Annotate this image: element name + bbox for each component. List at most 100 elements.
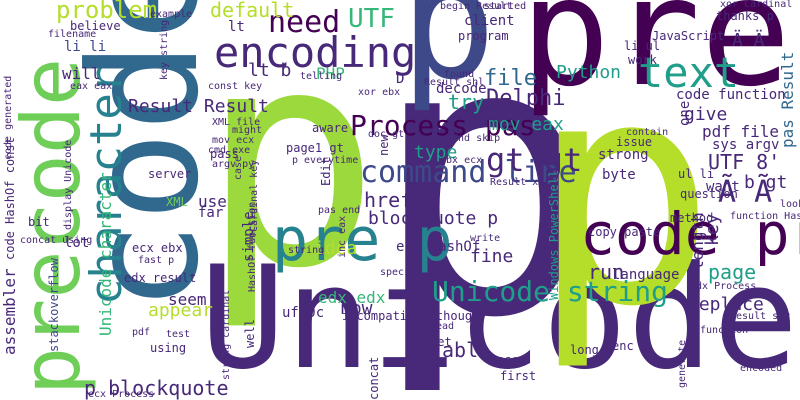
word-strong: strong xyxy=(598,147,649,163)
word-found: found xyxy=(444,69,475,80)
word-end-hashof: end HashOf xyxy=(396,239,481,255)
word-page: page xyxy=(708,260,757,284)
word-need: need xyxy=(268,5,341,40)
word-bit: bit xyxy=(28,215,50,229)
word-xml-file: XML file xyxy=(212,117,261,128)
word-file: file xyxy=(484,66,537,91)
word-code-generated: code generated xyxy=(3,75,14,160)
word-b-gt: b gt xyxy=(744,172,788,193)
word-unicode: Unicode xyxy=(200,236,799,400)
word-byte: byte xyxy=(602,167,636,183)
word-try: try xyxy=(448,90,485,114)
word-lot: lot xyxy=(64,235,90,251)
word-pre-p: pre p xyxy=(272,205,453,275)
word-client: client xyxy=(464,13,515,29)
word-case: case xyxy=(233,155,244,180)
word-python: Python xyxy=(556,62,622,83)
word-string: string xyxy=(288,245,325,256)
word-copy-paste: copy paste xyxy=(588,225,661,239)
word-question: question xyxy=(680,187,738,201)
word-want: want xyxy=(706,179,740,195)
word-method: method xyxy=(670,211,714,225)
word-read: read xyxy=(430,321,455,332)
word-ebx-ecx: ebx ecx xyxy=(440,155,483,166)
word-function-hashof: function HashOf xyxy=(730,211,800,222)
word-one: one xyxy=(677,100,693,126)
word-started: started xyxy=(484,1,527,12)
word-windows-powershell: Windows PowerShell xyxy=(547,169,561,300)
word-encoding: encoding xyxy=(214,28,417,77)
word-a-umlaut-2: Ã Ã xyxy=(718,175,773,210)
word-unicode-character: Unicode character xyxy=(96,172,115,336)
word-command-line: command line xyxy=(360,155,577,190)
word-specify: specify xyxy=(380,267,423,278)
word-issue: issue xyxy=(616,135,653,149)
word-test: test xyxy=(166,329,191,340)
word-decode: decode xyxy=(436,81,487,97)
word-way: way xyxy=(470,115,489,126)
word-li-ul: li ul xyxy=(624,39,661,53)
word-href: href xyxy=(364,188,413,212)
word-pas-end: pas end xyxy=(318,205,361,216)
word-pdf: pdf xyxy=(132,327,151,338)
word-doc-gt: doc gt xyxy=(368,129,405,140)
word-first: first xyxy=(500,369,537,383)
word-xor-ebx: xor ebx xyxy=(358,87,401,98)
word-telling: telling xyxy=(300,71,343,82)
word-blockquote-p: blockquote p xyxy=(368,208,499,229)
word-encoded: encoded xyxy=(740,363,783,374)
word-long: long xyxy=(570,343,599,357)
word-new: new xyxy=(377,134,391,156)
word-page1-gt: page1 gt xyxy=(286,141,344,155)
word-run: run xyxy=(588,260,625,284)
word-argv-py: argv py xyxy=(212,159,255,170)
word-xml: XML xyxy=(166,195,188,209)
word-default: default xyxy=(210,0,295,22)
word-replace: replace xyxy=(688,294,764,315)
word-p-everytime: p everytime xyxy=(292,155,359,166)
word-php: PHP xyxy=(316,64,345,83)
word-program: program xyxy=(458,29,509,43)
word-incompatible-though: incompatible though xyxy=(342,309,480,323)
word-delphi: Delphi xyxy=(486,86,566,111)
word-javascript: JavaScript xyxy=(652,29,725,43)
word-write: write xyxy=(470,233,501,244)
word-using: using xyxy=(150,341,187,355)
word-generate: generate xyxy=(677,339,688,388)
word-cmd-exe: cmd exe xyxy=(208,145,251,156)
word-concat-using: concat using xyxy=(20,235,93,246)
word-far: far xyxy=(198,205,224,221)
word-aware: aware xyxy=(312,121,349,135)
word-xor-cardinal: xor Cardinal xyxy=(720,0,793,10)
word-p-big: p xyxy=(370,0,599,400)
word-result-shl: Result shl xyxy=(424,77,485,88)
word-thanks-p: thanks p xyxy=(716,9,774,23)
word-key-string: key string xyxy=(159,19,170,80)
word-uff0c: uff0c xyxy=(282,305,325,321)
word-ecx-ebx: ecx ebx xyxy=(132,241,183,255)
word-d: D xyxy=(396,71,405,87)
word-pass: pass xyxy=(210,147,239,161)
word-const-key: const key xyxy=(208,81,263,92)
word-code-pre: code pre xyxy=(580,200,800,268)
word-p-blockquote: p blockquote xyxy=(84,376,229,400)
word-string-cardinal: string cardinal xyxy=(221,289,232,380)
word-filename: filename xyxy=(48,29,97,40)
word-might: might xyxy=(232,125,263,136)
word-appear: appear xyxy=(148,300,214,321)
word-concat: concat xyxy=(367,356,381,400)
word-ul-li: ul li xyxy=(678,167,715,181)
word-able: able xyxy=(442,338,491,362)
word-contain: contain xyxy=(626,127,669,138)
word-pdf-file: pdf file xyxy=(702,122,780,141)
word-unicode-string: Unicode string xyxy=(432,275,669,308)
word-based: based xyxy=(490,353,527,367)
word-lt-b: lt b xyxy=(248,60,292,81)
word-edx-process: edx Process xyxy=(690,281,757,292)
word-edx-edx: edx edx xyxy=(318,288,386,307)
word-cardinal-key: Cardinal key xyxy=(249,159,260,232)
word-language: language xyxy=(612,267,680,283)
word-idea: idea xyxy=(314,238,358,259)
word-display-unicode: display Unicode xyxy=(63,139,74,230)
